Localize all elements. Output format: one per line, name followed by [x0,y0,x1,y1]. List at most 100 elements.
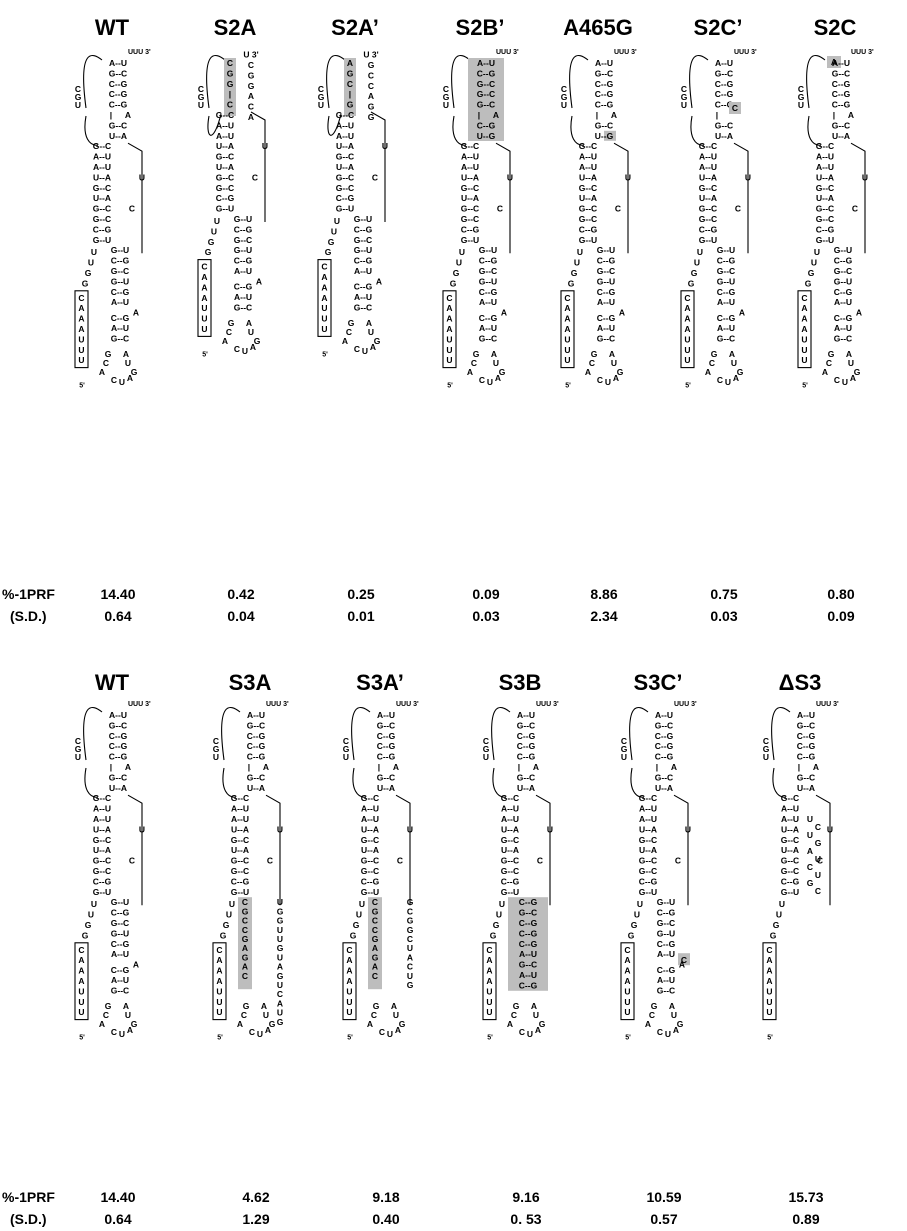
slippery-nucleotide: A [78,955,84,965]
base-pair: G--C [477,100,495,110]
base-pair: C--G [597,313,616,323]
spacer-nucleotide: U [91,247,97,257]
base-pair: A--U [717,323,735,333]
loop-nucleotide: C [267,856,273,866]
loop-nucleotide: G [473,349,480,359]
base-pair: C--G [717,256,736,266]
loop-nucleotide: A [822,367,828,377]
mutation-highlight [238,897,252,990]
loop-nucleotide: U [362,346,368,356]
stem-connector [673,794,689,906]
slippery-site-box [74,290,89,369]
slippery-nucleotide: U [766,986,772,996]
loop-nucleotide: U [483,752,489,762]
spacer-nucleotide: G [493,920,500,930]
base-pair: C--G [517,741,536,751]
mutated-nucleotide: G [407,925,414,935]
five-prime-label: 5' [685,383,691,390]
slippery-nucleotide: C [78,293,84,303]
loop-nucleotide: G [651,1001,658,1011]
base-pair: C--G [715,79,734,89]
five-prime-label: 5' [767,1035,773,1042]
spacer-nucleotide: U [359,899,365,909]
loop-nucleotide: G [681,92,688,102]
loop-nucleotide: C [511,1010,517,1020]
sd-value: 0.09 [827,608,854,624]
prf-value: 0.80 [827,586,854,602]
loop-nucleotide: U [393,1010,399,1020]
slippery-nucleotide: U [78,997,84,1007]
prf-row-label-top: %-1PRF [2,586,55,602]
spacer-nucleotide: G [631,920,638,930]
base-pair: G--C [216,152,234,162]
spacer-nucleotide: U [229,899,235,909]
mutated-nucleotide: C [732,103,738,113]
structure-panel: S2B’UUU 3'A--UC--GG--CG--CG--C| AC--GU--G… [442,15,519,624]
loop-arc [570,115,585,146]
spacer-nucleotide: G [82,930,89,940]
loop-arc [491,706,511,761]
mutated-nucleotide: C [242,925,248,935]
slippery-site-box [680,290,695,369]
mutated-nucleotide: C [242,971,248,981]
mutation-highlight [678,953,690,966]
base-pair: G--C [354,302,372,312]
sd-value: 0. 53 [510,1211,541,1227]
base-pair: G--C [519,908,537,918]
loop-nucleotide: U [533,1010,539,1020]
slippery-nucleotide: A [321,282,327,292]
base-pair: U--A [797,783,815,793]
base-pair: A--U [781,804,799,814]
loop-nucleotide: G [131,1019,138,1029]
loop-nucleotide: C [815,822,821,832]
stem-connector [370,111,386,222]
spacer-nucleotide: G [688,278,695,288]
loop-arc [569,54,589,109]
base-pair: G--U [501,887,519,897]
loop-nucleotide: A [673,1025,679,1035]
sd-value: 0.01 [347,608,374,624]
base-pair: A--U [639,814,657,824]
slippery-nucleotide: A [801,324,807,334]
loop-nucleotide: U [242,346,248,356]
base-pair: C--G [354,256,373,266]
panel-title: S3C’ [634,670,683,695]
base-pair: A--U [361,814,379,824]
loop-nucleotide: C [561,84,567,94]
base-pair: C--G [657,939,676,949]
spacer-nucleotide: G [773,920,780,930]
base-pair: A--U [111,949,129,959]
stem-nucleotide-right: A [248,91,254,101]
base-pair: C--G [461,224,480,234]
loop-nucleotide: A [246,318,252,328]
loop-nucleotide: C [252,172,258,182]
spacer-nucleotide: U [814,247,820,257]
slippery-nucleotide: A [766,966,772,976]
bulge-bar: | [656,762,658,772]
base-pair: U--A [461,172,479,182]
base-pair: G--C [354,235,372,245]
base-pair: U--A [216,141,234,151]
loop-nucleotide: A [613,373,619,383]
mutated-nucleotide: G [372,934,379,944]
stem-nucleotide-right: C [368,81,374,91]
mutated-nucleotide: A [277,962,283,972]
slippery-nucleotide: U [216,986,222,996]
slippery-nucleotide: A [201,293,207,303]
base-pair: A--U [579,152,597,162]
base-pair: C--G [715,89,734,99]
base-pair: A--U [336,131,354,141]
base-pair: G--C [517,772,535,782]
loop-nucleotide: C [483,736,489,746]
spacer-nucleotide: U [226,910,232,920]
panel-title: S2C’ [694,15,743,40]
loop-nucleotide: A [261,1001,267,1011]
loop-nucleotide: G [348,318,355,328]
base-pair: G--C [234,235,252,245]
spacer-nucleotide: G [85,920,92,930]
base-pair: A--U [597,297,615,307]
base-pair: A--U [657,949,675,959]
bulge-nucleotide: A [263,762,269,772]
